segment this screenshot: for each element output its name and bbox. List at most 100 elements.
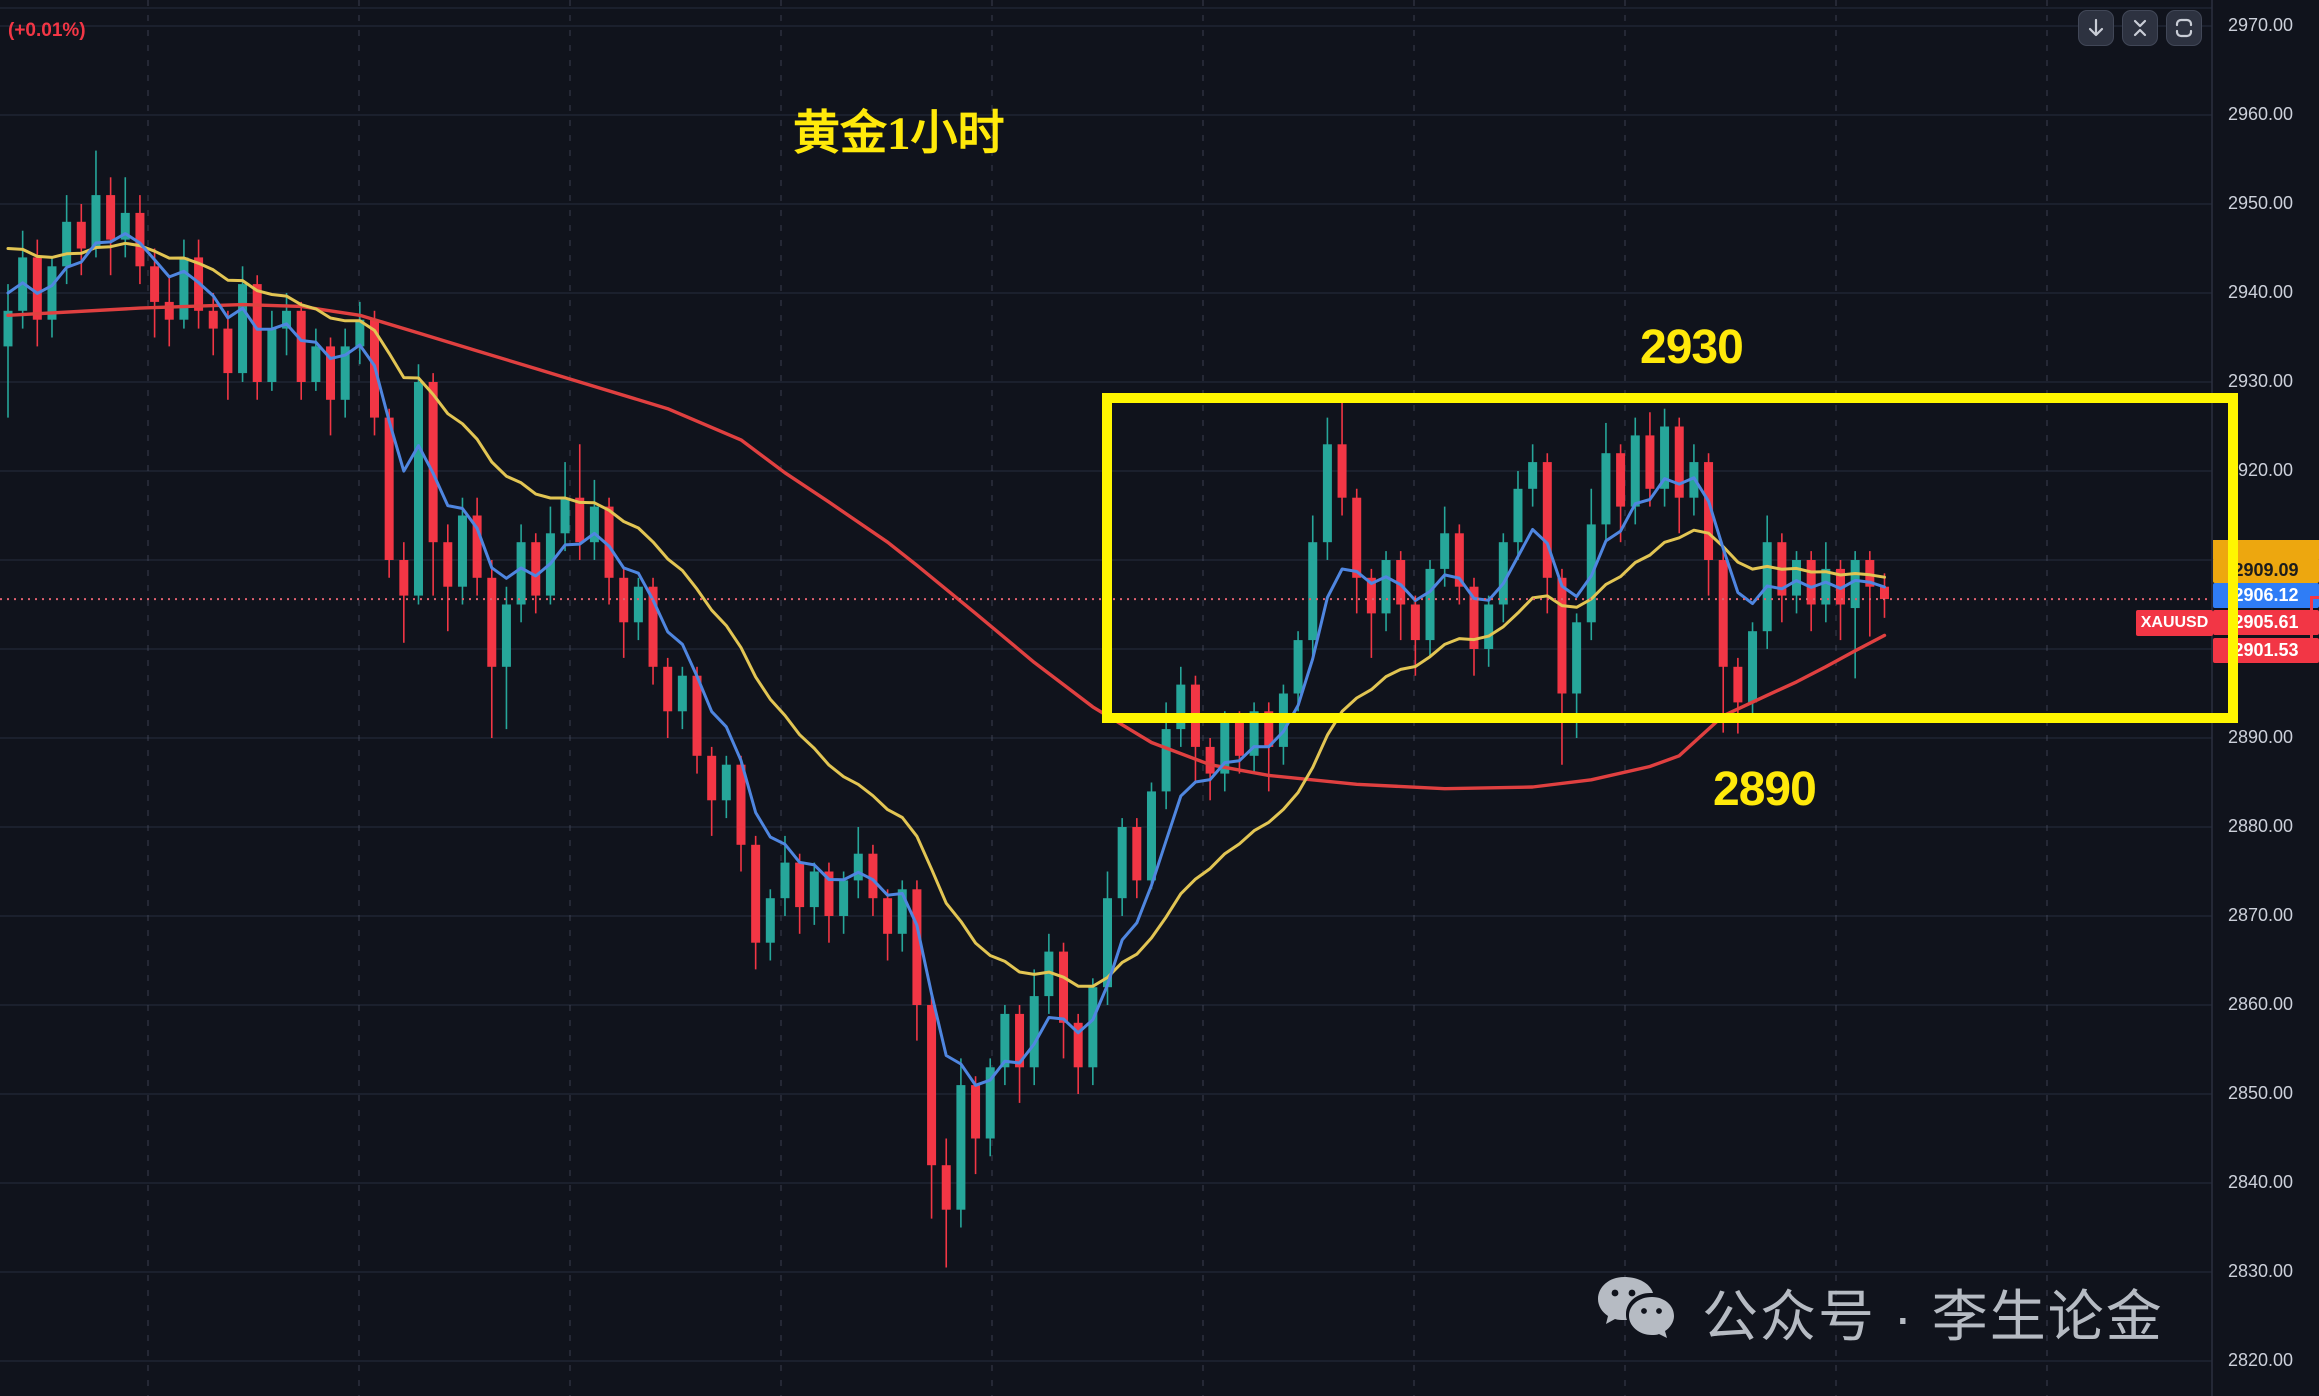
candle-body: [311, 346, 321, 382]
candle-body: [1088, 987, 1098, 1068]
candle-body: [677, 675, 687, 712]
candle-body: [164, 301, 174, 320]
candle-body: [1821, 568, 1831, 605]
price-axis-tick: 2840.00: [2228, 1172, 2294, 1192]
candle-body: [1410, 604, 1420, 641]
candle-body: [1733, 666, 1743, 703]
price-axis-tick: 2930.00: [2228, 371, 2294, 391]
candle-body: [985, 1067, 995, 1139]
candle-body: [560, 497, 570, 534]
candle-body: [1718, 560, 1728, 667]
candle-body: [1073, 1022, 1083, 1068]
resistance-level-label: 2930: [1640, 321, 1744, 374]
candle-body: [1630, 435, 1640, 507]
candle-body: [179, 257, 189, 320]
candle-body: [1249, 711, 1259, 756]
candle-body: [106, 195, 116, 240]
candle-body: [1308, 542, 1318, 641]
candle-body: [1572, 622, 1582, 694]
candle-body: [1806, 560, 1816, 605]
candle-body: [399, 560, 409, 596]
candle-body: [1176, 684, 1186, 730]
candle-body: [824, 871, 834, 916]
candle-body: [809, 871, 819, 908]
candle-body: [1059, 951, 1069, 1023]
candle-body: [1792, 560, 1802, 596]
candle-body: [1484, 604, 1494, 649]
candle-body: [516, 542, 526, 605]
candle-body: [223, 328, 233, 374]
candle-body: [472, 515, 482, 578]
candle-body: [648, 586, 658, 667]
candle-body: [941, 1165, 951, 1210]
candle-body: [736, 764, 746, 845]
candle-body: [355, 319, 365, 347]
price-axis-tick: 2860.00: [2228, 994, 2294, 1014]
candle-body: [296, 310, 306, 382]
candle-body: [1542, 462, 1552, 578]
wechat-icon: [1596, 1275, 1682, 1350]
ma-line-red: [6, 302, 1887, 791]
scroll-to-latest-button[interactable]: [2078, 10, 2114, 46]
candle-body: [883, 898, 893, 934]
candle-body: [1044, 951, 1054, 997]
candle-body: [956, 1085, 966, 1210]
candle-body: [1234, 720, 1244, 756]
candle-body: [150, 266, 160, 302]
price-axis-tick: 2970.00: [2228, 15, 2294, 35]
candle-body: [1660, 426, 1670, 489]
price-axis-tick: 2950.00: [2228, 193, 2294, 213]
candle-body: [1454, 533, 1464, 587]
candle-body: [1117, 827, 1127, 899]
candle-body: [1220, 720, 1230, 774]
price-axis-tick: 2820.00: [2228, 1350, 2294, 1370]
candle-body: [135, 212, 145, 267]
candle-body: [853, 853, 863, 881]
candle-body: [76, 221, 86, 249]
candle-body: [795, 862, 805, 908]
candle-body: [1396, 560, 1406, 605]
candle-body: [1513, 488, 1523, 543]
candle-body: [238, 284, 248, 374]
candle-body: [1645, 435, 1655, 489]
candle-body: [252, 284, 262, 382]
candle-body: [1146, 791, 1156, 881]
candle-body: [1366, 577, 1376, 614]
candle-body: [780, 862, 790, 899]
candle-body: [91, 195, 101, 249]
candle-body: [1161, 729, 1171, 792]
price-axis-tick: 2870.00: [2228, 905, 2294, 925]
candle-body: [912, 889, 922, 1005]
candle-body: [1322, 444, 1332, 543]
candle-body: [971, 1085, 981, 1139]
candle-body: [575, 497, 585, 543]
collapse-scale-button[interactable]: [2122, 10, 2158, 46]
candle-body: [839, 880, 849, 916]
price-axis-tick: 2960.00: [2228, 104, 2294, 124]
clipped-annotation-fragment: [2310, 596, 2319, 643]
candle-body: [1879, 586, 1889, 600]
candle-body: [282, 310, 292, 329]
collapse-vertical-icon: [2127, 15, 2153, 41]
range-box-annotation[interactable]: [1102, 393, 2238, 723]
candle-body: [340, 346, 350, 400]
candle-body: [1205, 746, 1215, 774]
candle-body: [868, 853, 878, 899]
candle-body: [1674, 426, 1684, 498]
candle-body: [1601, 453, 1611, 525]
candle-body: [428, 382, 438, 543]
watermark-text: 公众号 · 李生论金: [1702, 1285, 2164, 1348]
support-level-label: 2890: [1713, 763, 1817, 816]
candle-body: [897, 889, 907, 934]
candle-body: [457, 515, 467, 587]
candle-body: [1425, 568, 1435, 641]
price-axis-tick: 2890.00: [2228, 727, 2294, 747]
price-axis-tick: 2850.00: [2228, 1083, 2294, 1103]
price-axis-tick: 2880.00: [2228, 816, 2294, 836]
candle-body: [1704, 462, 1714, 560]
ma-line-blue: [6, 232, 1886, 1087]
maximize-button[interactable]: [2166, 10, 2202, 46]
watermark: 公众号 · 李生论金: [1596, 1272, 2164, 1353]
